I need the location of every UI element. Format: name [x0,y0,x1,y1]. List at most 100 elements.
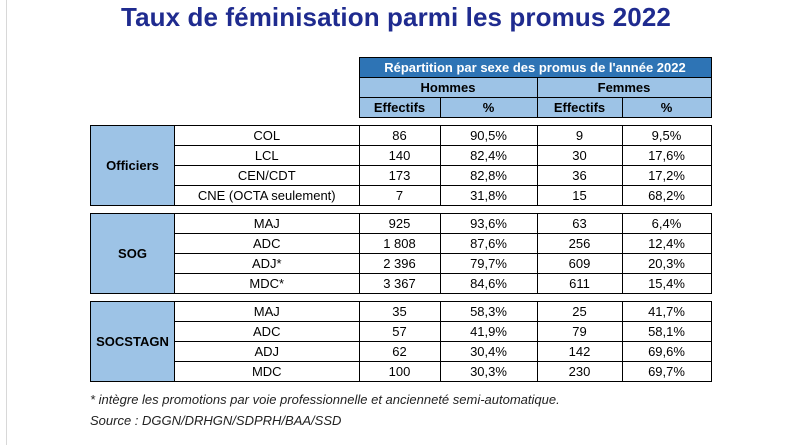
footnote-text: * intègre les promotions par voie profes… [90,392,560,407]
hommes-pct-cell: 87,6% [439,233,538,254]
femmes-pct-cell: 69,6% [621,341,712,362]
hommes-pct-cell: 79,7% [439,253,538,274]
group-label-cell: Officiers [90,125,175,206]
hommes-pct-cell: 30,4% [439,341,538,362]
femmes-effectifs-cell: 142 [536,341,623,362]
column-header-femmes-pct: % [621,97,712,118]
femmes-pct-cell: 58,1% [621,321,712,342]
spacer-cell [91,294,712,302]
row-label-cell: ADJ [174,341,360,362]
row-label-cell: LCL [174,145,360,166]
column-header-hommes-pct: % [439,97,538,118]
femmes-pct-cell: 17,6% [621,145,712,166]
femmes-effectifs-cell: 609 [536,253,623,274]
empty-corner [175,98,360,118]
empty-corner [91,58,175,78]
femmes-effectifs-cell: 611 [536,273,623,294]
table-row: MDC* 3 367 84,6% 611 15,4% [91,273,712,294]
table-row: ADJ 62 30,4% 142 69,6% [91,341,712,362]
hommes-effectifs-cell: 1 808 [358,233,441,254]
table-row: SOCSTAGN MAJ 35 58,3% 25 41,7% [90,301,712,382]
femmes-pct-cell: 15,4% [621,273,712,294]
hommes-effectifs-cell: 62 [358,341,441,362]
table-row: CEN/CDT 173 82,8% 36 17,2% [91,165,712,186]
spacer-cell [91,118,712,126]
table-main-header: Répartition par sexe des promus de l'ann… [358,57,712,78]
hommes-effectifs-cell: 2 396 [358,253,441,274]
spacer-cell [91,206,712,214]
source-text: Source : DGGN/DRHGN/SDPRH/BAA/SSD [90,413,342,428]
group-spacer [91,118,712,126]
row-label-cell: MAJ [174,301,360,322]
femmes-effectifs-cell: 256 [536,233,623,254]
row-label-cell: MDC* [174,273,360,294]
hommes-effectifs-cell: 57 [358,321,441,342]
femmes-pct-cell: 20,3% [621,253,712,274]
femmes-effectifs-cell: 63 [536,213,623,234]
column-header-hommes-effectifs: Effectifs [358,97,441,118]
hommes-effectifs-cell: 140 [358,145,441,166]
hommes-pct-cell: 82,8% [439,165,538,186]
hommes-effectifs-cell: 3 367 [358,273,441,294]
left-border-line [6,0,7,445]
hommes-effectifs-cell: 925 [358,213,441,234]
table-row: MDC 100 30,3% 230 69,7% [91,361,712,382]
hommes-pct-cell: 82,4% [439,145,538,166]
column-header-femmes-effectifs: Effectifs [536,97,623,118]
page-title: Taux de féminisation parmi les promus 20… [121,2,671,32]
footnote-block: * intègre les promotions par voie profes… [90,389,560,431]
empty-corner [175,78,360,98]
femmes-pct-cell: 9,5% [621,125,712,146]
femmes-effectifs-cell: 9 [536,125,623,146]
hommes-effectifs-cell: 7 [358,185,441,206]
femmes-effectifs-cell: 15 [536,185,623,206]
group-label-cell: SOG [90,213,175,294]
empty-corner [175,58,360,78]
table-row: LCL 140 82,4% 30 17,6% [91,145,712,166]
femmes-pct-cell: 68,2% [621,185,712,206]
hommes-pct-cell: 58,3% [439,301,538,322]
table-row: ADC 57 41,9% 79 58,1% [91,321,712,342]
row-label-cell: ADJ* [174,253,360,274]
empty-corner [91,98,175,118]
hommes-effectifs-cell: 173 [358,165,441,186]
femmes-effectifs-cell: 25 [536,301,623,322]
femmes-effectifs-cell: 30 [536,145,623,166]
femmes-pct-cell: 41,7% [621,301,712,322]
empty-corner [91,78,175,98]
row-label-cell: ADC [174,321,360,342]
row-label-cell: CNE (OCTA seulement) [174,185,360,206]
hommes-pct-cell: 90,5% [439,125,538,146]
femmes-pct-cell: 17,2% [621,165,712,186]
group-spacer [91,206,712,214]
group-spacer [91,294,712,302]
group-label-cell: SOCSTAGN [90,301,175,382]
femmes-pct-cell: 69,7% [621,361,712,382]
femmes-effectifs-cell: 36 [536,165,623,186]
table-row: Officiers COL 86 90,5% 9 9,5% [90,125,712,206]
hommes-effectifs-cell: 35 [358,301,441,322]
hommes-pct-cell: 93,6% [439,213,538,234]
row-label-cell: MDC [174,361,360,382]
hommes-effectifs-cell: 100 [358,361,441,382]
table-row: CNE (OCTA seulement) 7 31,8% 15 68,2% [91,185,712,206]
hommes-pct-cell: 41,9% [439,321,538,342]
hommes-pct-cell: 84,6% [439,273,538,294]
hommes-effectifs-cell: 86 [358,125,441,146]
hommes-pct-cell: 31,8% [439,185,538,206]
row-label-cell: ADC [174,233,360,254]
row-label-cell: MAJ [174,213,360,234]
femmes-pct-cell: 12,4% [621,233,712,254]
table-row: ADJ* 2 396 79,7% 609 20,3% [91,253,712,274]
table-row: ADC 1 808 87,6% 256 12,4% [91,233,712,254]
femmes-effectifs-cell: 230 [536,361,623,382]
femmes-pct-cell: 6,4% [621,213,712,234]
feminisation-table: Répartition par sexe des promus de l'ann… [90,57,712,382]
row-label-cell: COL [174,125,360,146]
hommes-pct-cell: 30,3% [439,361,538,382]
group-header-hommes: Hommes [358,77,538,98]
row-label-cell: CEN/CDT [174,165,360,186]
femmes-effectifs-cell: 79 [536,321,623,342]
group-header-femmes: Femmes [536,77,712,98]
table-row: SOG MAJ 925 93,6% 63 6,4% [90,213,712,294]
